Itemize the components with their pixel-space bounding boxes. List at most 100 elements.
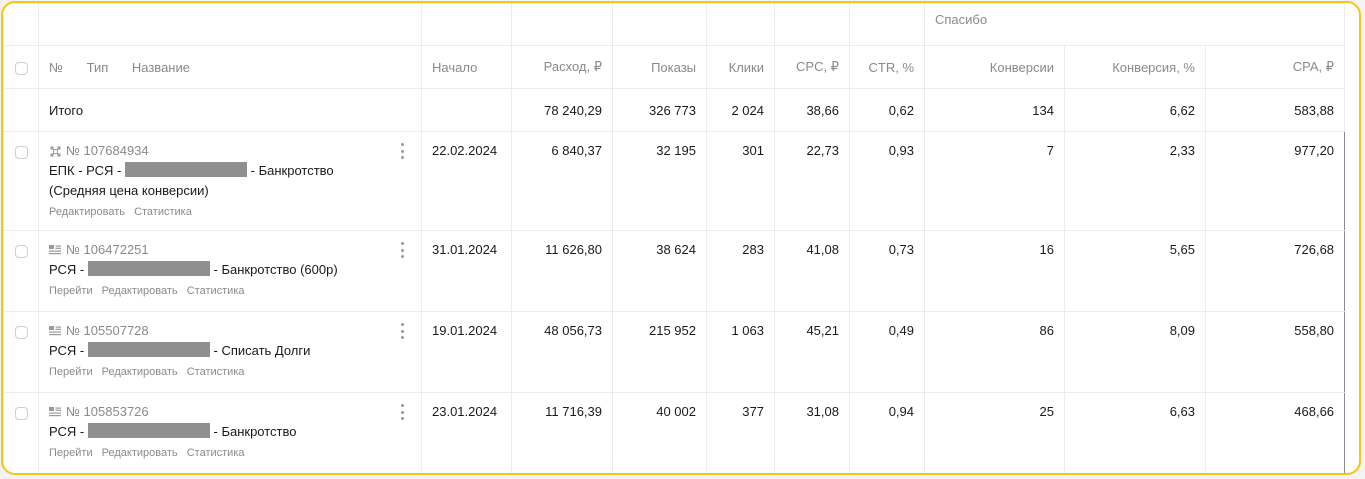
total-clicks: 2 024	[706, 88, 775, 132]
campaign-title: РСЯ - - Банкротство	[49, 422, 393, 442]
campaign-title-suffix: - Банкротство (600р)	[213, 262, 338, 277]
edit-link[interactable]: Редактировать	[101, 366, 178, 378]
go-to-link[interactable]: Перейти	[49, 447, 93, 459]
conversions-value: 7	[924, 131, 1065, 231]
campaign-title: ЕПК - РСЯ - - Банкротство (Средняя цена …	[49, 161, 393, 201]
cpa-value: 726,68	[1204, 230, 1346, 312]
clicks-value: 377	[706, 392, 775, 473]
impressions-value: 215 952	[612, 311, 707, 393]
conversions-value: 16	[924, 230, 1065, 312]
group-header-row: Спасибо	[3, 3, 1346, 46]
campaign-name-cell: № 105853726 РСЯ - - Банкротство Перейти …	[38, 392, 422, 473]
campaign-title-prefix: РСЯ -	[49, 262, 85, 277]
redacted-block	[87, 261, 210, 276]
total-cpa: 583,88	[1204, 88, 1346, 132]
campaign-title-suffix: - Списать Долги	[213, 343, 311, 358]
more-actions-icon[interactable]	[399, 143, 405, 159]
column-header-cpa[interactable]: CPA, ₽	[1204, 45, 1346, 89]
conversion-rate-value: 8,09	[1064, 311, 1206, 393]
redacted-block	[87, 423, 210, 438]
column-header-conversions[interactable]: Конверсии	[924, 45, 1065, 89]
table-row: № 105507728 РСЯ - - Списать Долги Перейт…	[3, 311, 1346, 393]
column-header-impressions[interactable]: Показы	[612, 45, 707, 89]
column-header-cpc[interactable]: CPC, ₽	[774, 45, 850, 89]
unified-campaign-icon	[49, 145, 61, 157]
campaign-id: № 105507728	[66, 323, 149, 338]
start-date: 22.02.2024	[421, 131, 512, 231]
spend-value: 6 840,37	[511, 131, 613, 231]
column-header-spend[interactable]: Расход, ₽	[511, 45, 613, 89]
impressions-value: 40 002	[612, 392, 707, 473]
redacted-block	[87, 342, 210, 357]
total-ctr: 0,62	[849, 88, 925, 132]
edit-link[interactable]: Редактировать	[49, 206, 125, 218]
conversions-value: 25	[924, 392, 1065, 473]
conversion-rate-value: 2,33	[1064, 131, 1206, 231]
statistics-link[interactable]: Статистика	[186, 366, 245, 378]
network-campaign-icon	[49, 325, 61, 337]
edit-link[interactable]: Редактировать	[101, 285, 178, 297]
statistics-link[interactable]: Статистика	[134, 206, 192, 218]
row-checkbox[interactable]	[14, 407, 28, 421]
conversions-value: 86	[924, 311, 1065, 393]
total-conversions: 134	[924, 88, 1065, 132]
table-row: № 106472251 РСЯ - - Банкротство (600р) П…	[3, 230, 1346, 312]
impressions-value: 32 195	[612, 131, 707, 231]
column-header-clicks[interactable]: Клики	[706, 45, 775, 89]
campaign-name-cell: № 107684934 ЕПК - РСЯ - - Банкротство (С…	[38, 131, 422, 231]
row-checkbox[interactable]	[14, 245, 28, 259]
impressions-value: 38 624	[612, 230, 707, 312]
spend-value: 48 056,73	[511, 311, 613, 393]
campaign-title-suffix: - Банкротство (Средняя цена конверсии)	[49, 163, 334, 198]
column-header-name[interactable]: Название	[131, 59, 190, 75]
row-checkbox[interactable]	[14, 326, 28, 340]
go-to-link[interactable]: Перейти	[49, 366, 93, 378]
campaign-id: № 107684934	[66, 143, 149, 158]
network-campaign-icon	[49, 406, 61, 418]
cpa-value: 468,66	[1204, 392, 1346, 473]
cpc-value: 31,08	[774, 392, 850, 473]
edit-link[interactable]: Редактировать	[101, 447, 178, 459]
column-header-ctr[interactable]: CTR, %	[849, 45, 925, 89]
total-label: Итого	[38, 88, 422, 132]
cpa-value: 977,20	[1204, 131, 1346, 231]
campaigns-table: Спасибо № Тип Название Начало Расход, ₽ …	[3, 3, 1346, 473]
spend-value: 11 716,39	[511, 392, 613, 473]
campaign-id: № 105853726	[66, 404, 149, 419]
statistics-link[interactable]: Статистика	[186, 285, 245, 297]
statistics-link[interactable]: Статистика	[186, 447, 245, 459]
campaign-title-suffix: - Банкротство	[213, 424, 297, 439]
network-campaign-icon	[49, 244, 61, 256]
column-header-type[interactable]: Тип	[86, 59, 109, 75]
select-all-checkbox[interactable]	[14, 61, 28, 75]
column-header-start[interactable]: Начало	[421, 45, 512, 89]
campaign-title-prefix: РСЯ -	[49, 343, 85, 358]
total-row: Итого 78 240,29 326 773 2 024 38,66 0,62…	[3, 88, 1346, 132]
table-row: № 107684934 ЕПК - РСЯ - - Банкротство (С…	[3, 131, 1346, 231]
ctr-value: 0,73	[849, 230, 925, 312]
ctr-value: 0,49	[849, 311, 925, 393]
column-header-number[interactable]: №	[49, 59, 63, 75]
cpa-value: 558,80	[1204, 311, 1346, 393]
campaign-name-cell: № 105507728 РСЯ - - Списать Долги Перейт…	[38, 311, 422, 393]
campaign-title-prefix: ЕПК - РСЯ -	[49, 163, 122, 178]
clicks-value: 301	[706, 131, 775, 231]
more-actions-icon[interactable]	[399, 404, 405, 420]
start-date: 31.01.2024	[421, 230, 512, 312]
more-actions-icon[interactable]	[399, 323, 405, 339]
more-actions-icon[interactable]	[399, 242, 405, 258]
start-date: 23.01.2024	[421, 392, 512, 473]
column-header-conversion-rate[interactable]: Конверсия, %	[1064, 45, 1206, 89]
ctr-value: 0,94	[849, 392, 925, 473]
goal-group-label: Спасибо	[923, 3, 1346, 46]
campaign-title-prefix: РСЯ -	[49, 424, 85, 439]
clicks-value: 283	[706, 230, 775, 312]
cpc-value: 22,73	[774, 131, 850, 231]
campaign-title: РСЯ - - Списать Долги	[49, 341, 393, 361]
spend-value: 11 626,80	[511, 230, 613, 312]
row-checkbox[interactable]	[14, 146, 28, 160]
cpc-value: 45,21	[774, 311, 850, 393]
total-conversion-rate: 6,62	[1064, 88, 1206, 132]
go-to-link[interactable]: Перейти	[49, 285, 93, 297]
